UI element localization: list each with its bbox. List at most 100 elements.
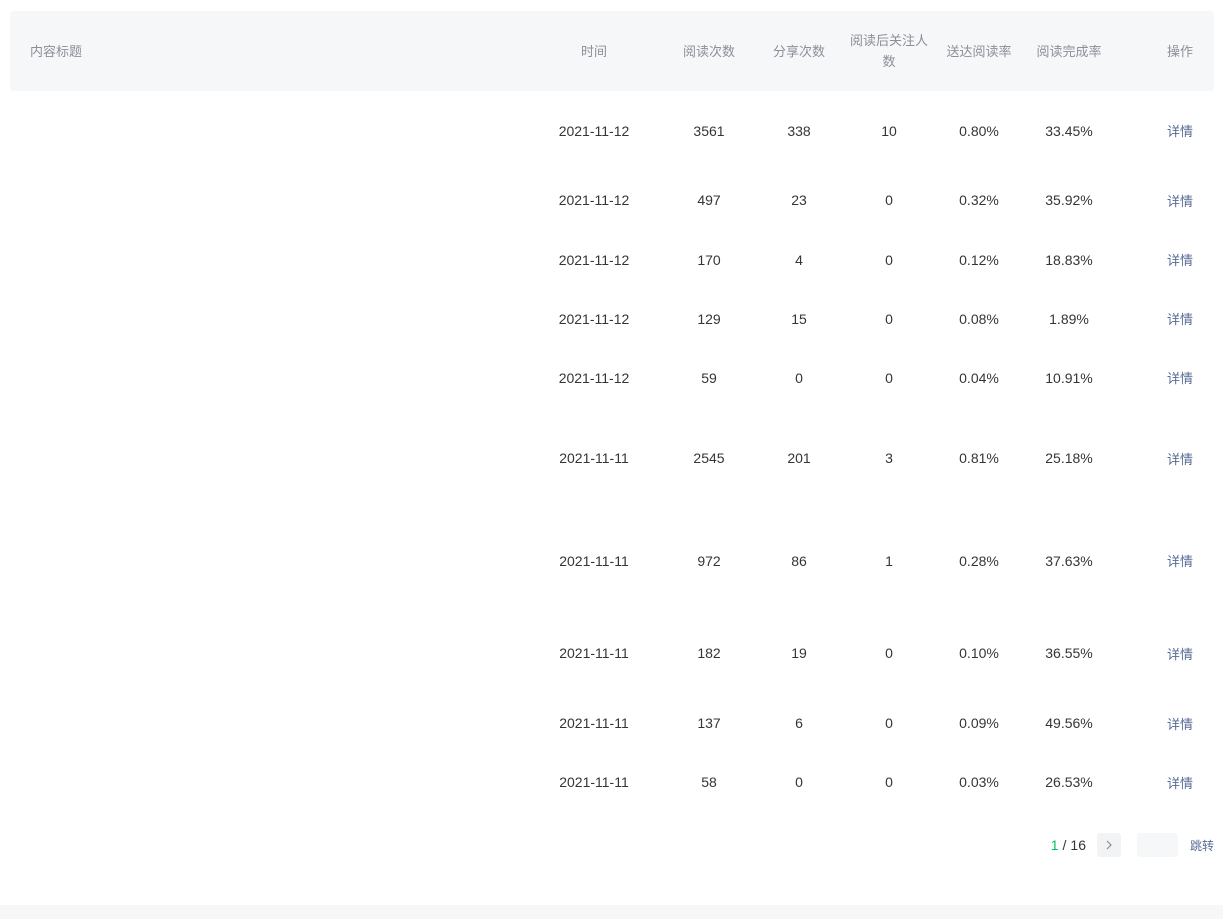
cell-read: 3561 [693,122,725,139]
jump-button[interactable]: 跳转 [1189,838,1214,853]
cell-follow: 3 [885,450,893,466]
jump-page-input[interactable] [1136,833,1178,857]
table-row: 2021-11-11 137 6 0 0.09% 49.56% 详情 [10,694,1214,752]
cell-completion-rate: 36.55% [1045,645,1093,661]
cell-read: 182 [697,645,721,661]
cell-follow: 0 [885,192,893,208]
pagination: 1 / 16 跳转 [1051,832,1214,858]
table-row: 2021-11-12 59 0 0 0.04% 10.91% 详情 [10,348,1214,407]
table-row: 2021-11-11 58 0 0 0.03% 26.53% 详情 [10,752,1214,812]
cell-title [30,348,510,407]
cell-share: 0 [795,369,803,386]
cell-title [30,612,510,694]
cell-follow: 0 [885,310,893,327]
cell-share: 4 [795,251,803,268]
cell-time: 2021-11-11 [559,552,629,569]
cell-reach-rate: 0.12% [959,251,999,268]
cell-completion-rate: 35.92% [1045,192,1093,208]
detail-link[interactable]: 详情 [1166,646,1193,662]
cell-read: 2545 [693,450,725,466]
detail-link[interactable]: 详情 [1166,554,1193,569]
header-share: 分享次数 [772,43,825,59]
cell-title [30,509,510,612]
chevron-right-icon [1106,840,1112,850]
next-page-button[interactable] [1096,833,1121,857]
cell-time: 2021-11-11 [559,645,629,661]
detail-link[interactable]: 详情 [1166,124,1193,139]
detail-link[interactable]: 详情 [1166,253,1193,268]
cell-follow: 10 [881,122,897,139]
table-row: 2021-11-12 129 15 0 0.08% 1.89% 详情 [10,289,1214,348]
footer-strip [0,905,1223,919]
detail-link[interactable]: 详情 [1166,451,1193,467]
table-header: 内容标题 时间 阅读次数 分享次数 阅读后关注人数 送达阅读率 阅读完成率 操作 [10,11,1214,91]
header-op: 操作 [1166,43,1193,59]
cell-title [30,91,510,170]
cell-title [30,407,510,509]
data-table: 内容标题 时间 阅读次数 分享次数 阅读后关注人数 送达阅读率 阅读完成率 操作… [10,11,1214,812]
cell-reach-rate: 0.80% [959,122,999,139]
table-row: 2021-11-12 497 23 0 0.32% 35.92% 详情 [10,170,1214,230]
cell-completion-rate: 1.89% [1049,310,1089,327]
cell-time: 2021-11-12 [558,251,630,268]
cell-completion-rate: 25.18% [1045,450,1093,466]
cell-title [30,289,510,348]
cell-reach-rate: 0.81% [959,450,999,466]
table-body: 2021-11-12 3561 338 10 0.80% 33.45% 详情 2… [10,91,1214,812]
cell-read: 170 [697,251,721,268]
cell-read: 58 [701,774,717,790]
cell-completion-rate: 49.56% [1045,715,1093,731]
cell-read: 137 [697,715,721,731]
cell-time: 2021-11-12 [558,122,630,139]
cell-completion-rate: 33.45% [1045,122,1093,139]
cell-read: 497 [697,192,721,208]
detail-link[interactable]: 详情 [1166,775,1193,791]
cell-reach-rate: 0.32% [959,192,999,208]
total-pages: 16 [1070,837,1086,853]
cell-follow: 1 [885,552,893,569]
cell-reach-rate: 0.09% [959,715,999,731]
cell-time: 2021-11-11 [559,774,629,790]
cell-time: 2021-11-12 [558,369,630,386]
cell-share: 86 [791,552,807,569]
cell-reach-rate: 0.28% [959,552,999,569]
table-row: 2021-11-11 182 19 0 0.10% 36.55% 详情 [10,612,1214,694]
cell-title [30,752,510,812]
header-time: 时间 [580,43,607,59]
cell-reach-rate: 0.04% [959,369,999,386]
header-reach-rate: 送达阅读率 [946,43,1012,59]
cell-reach-rate: 0.10% [959,645,999,661]
header-read: 阅读次数 [682,43,735,59]
cell-follow: 0 [885,645,893,661]
header-title: 内容标题 [30,43,83,59]
cell-follow: 0 [885,251,893,268]
cell-time: 2021-11-11 [559,715,629,731]
header-follow: 阅读后关注人数 [849,33,928,69]
cell-completion-rate: 10.91% [1045,369,1093,386]
cell-read: 972 [697,552,721,569]
cell-time: 2021-11-12 [558,192,630,208]
cell-follow: 0 [885,715,893,731]
cell-share: 15 [791,310,807,327]
table-row: 2021-11-12 170 4 0 0.12% 18.83% 详情 [10,230,1214,289]
cell-share: 19 [791,645,807,661]
cell-share: 23 [791,192,807,208]
cell-reach-rate: 0.08% [959,310,999,327]
cell-completion-rate: 26.53% [1045,774,1093,790]
detail-link[interactable]: 详情 [1166,312,1193,327]
cell-share: 0 [795,774,803,790]
cell-read: 129 [697,310,721,327]
cell-follow: 0 [885,774,893,790]
cell-share: 6 [795,715,803,731]
cell-title [30,170,510,230]
cell-completion-rate: 18.83% [1045,251,1093,268]
detail-link[interactable]: 详情 [1166,193,1193,209]
cell-share: 338 [787,122,811,139]
current-page: 1 [1050,837,1059,853]
detail-link[interactable]: 详情 [1166,371,1193,386]
cell-read: 59 [701,369,717,386]
cell-reach-rate: 0.03% [959,774,999,790]
detail-link[interactable]: 详情 [1166,716,1193,732]
cell-time: 2021-11-11 [559,450,629,466]
page-separator: / [1062,837,1067,853]
